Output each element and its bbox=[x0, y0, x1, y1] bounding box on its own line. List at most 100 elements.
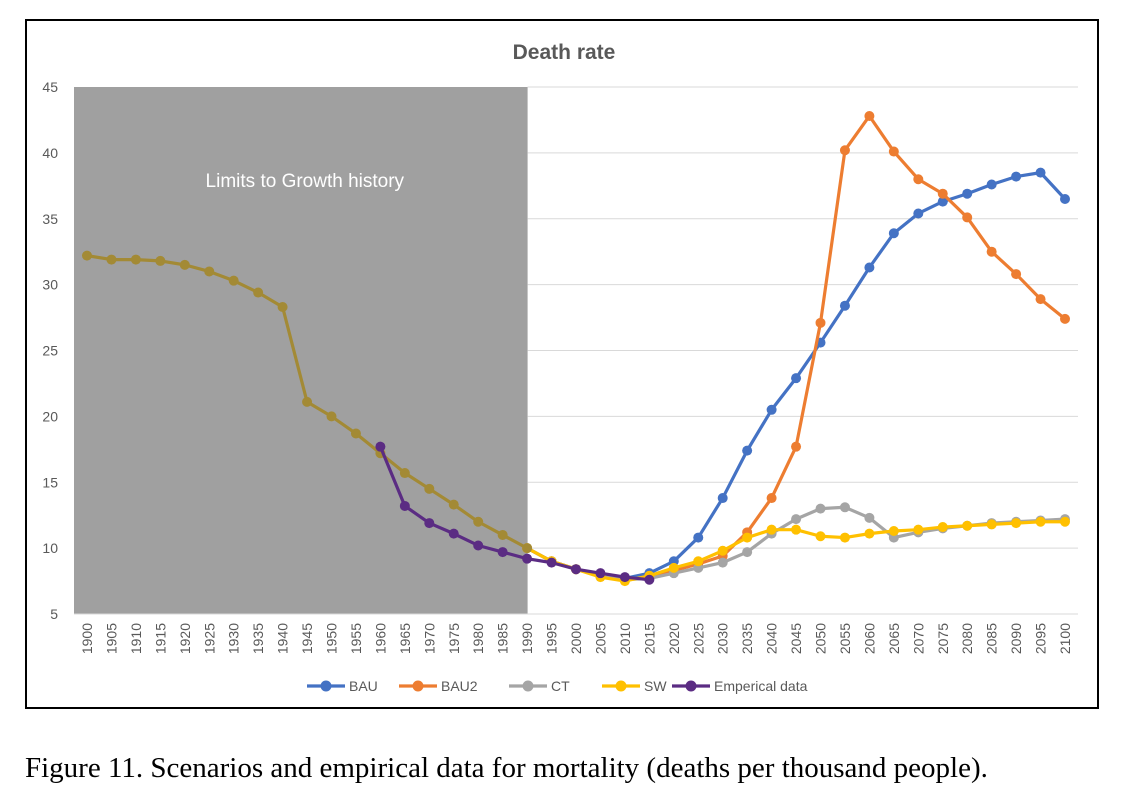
x-tick-label: 1955 bbox=[348, 623, 364, 654]
x-tick-label: 1960 bbox=[372, 623, 388, 654]
x-tick-label: 2095 bbox=[1033, 623, 1049, 654]
emperical-data-point bbox=[644, 574, 655, 585]
x-tick-label: 1970 bbox=[421, 623, 437, 654]
x-tick-label: 2090 bbox=[1008, 623, 1024, 654]
legend-swatch-marker bbox=[320, 680, 332, 692]
x-tick-label: 2040 bbox=[764, 623, 780, 654]
x-tick-label: 1900 bbox=[79, 623, 95, 654]
sw-point bbox=[1011, 518, 1022, 529]
emperical-data-point bbox=[424, 518, 435, 529]
emperical-data-point bbox=[522, 553, 533, 564]
historical-point bbox=[179, 259, 190, 270]
y-tick-label: 40 bbox=[42, 145, 58, 161]
sw-point bbox=[717, 545, 728, 556]
x-tick-label: 2045 bbox=[788, 623, 804, 654]
historical-point bbox=[155, 255, 166, 266]
sw-point bbox=[668, 562, 679, 573]
emperical-data-point bbox=[497, 547, 508, 558]
x-tick-label: 1975 bbox=[446, 623, 462, 654]
y-tick-label: 5 bbox=[50, 606, 58, 622]
bau2-point bbox=[839, 145, 850, 156]
x-tick-label: 2025 bbox=[690, 623, 706, 654]
sw-point bbox=[839, 532, 850, 543]
historical-point bbox=[350, 428, 361, 439]
bau-point bbox=[1035, 167, 1046, 178]
bau-point bbox=[791, 373, 802, 384]
x-tick-label: 2050 bbox=[813, 623, 829, 654]
historical-point bbox=[302, 396, 313, 407]
legend-label: Emperical data bbox=[714, 678, 808, 694]
emperical-data-point bbox=[619, 572, 630, 583]
y-tick-label: 30 bbox=[42, 277, 58, 293]
ct-point bbox=[815, 503, 826, 514]
x-tick-label: 2020 bbox=[666, 623, 682, 654]
bau-point bbox=[766, 404, 777, 415]
ct-point bbox=[791, 514, 802, 525]
x-tick-label: 1935 bbox=[250, 623, 266, 654]
legend-swatch-marker bbox=[685, 680, 697, 692]
bau-point bbox=[986, 179, 997, 190]
emperical-data-point bbox=[571, 564, 581, 575]
x-tick-label: 1990 bbox=[519, 623, 535, 654]
bau-point bbox=[962, 188, 973, 199]
x-tick-label: 1905 bbox=[103, 623, 119, 654]
ct-point bbox=[742, 547, 753, 558]
historical-series bbox=[82, 250, 533, 554]
historical-point bbox=[253, 287, 264, 298]
x-tick-label: 2000 bbox=[568, 623, 584, 654]
historical-point bbox=[82, 250, 92, 261]
emperical-data-point bbox=[375, 441, 386, 452]
x-tick-label: 1945 bbox=[299, 623, 315, 654]
y-tick-label: 25 bbox=[42, 343, 58, 359]
chart-frame: Death rate Limits to Growth history 5 10 1… bbox=[25, 19, 1099, 709]
x-tick-label: 1965 bbox=[397, 623, 413, 654]
emperical-data-point bbox=[473, 540, 484, 551]
y-tick-label: 15 bbox=[42, 474, 58, 490]
legend-swatch-marker bbox=[522, 680, 534, 692]
historical-point bbox=[277, 302, 288, 313]
bau2-point bbox=[1060, 313, 1070, 324]
x-tick-label: 2005 bbox=[592, 623, 608, 654]
legend-label: BAU bbox=[349, 678, 378, 694]
x-tick-label: 2060 bbox=[861, 623, 877, 654]
x-tick-label: 1915 bbox=[152, 623, 168, 654]
ct-point bbox=[839, 502, 850, 513]
emperical-data-point bbox=[595, 568, 606, 579]
y-tick-label: 20 bbox=[42, 408, 58, 424]
x-tick-label: 2085 bbox=[984, 623, 1000, 654]
bau2-point bbox=[1035, 294, 1046, 305]
x-tick-label: 1930 bbox=[226, 623, 242, 654]
y-tick-label: 35 bbox=[42, 211, 58, 227]
x-tick-label: 2080 bbox=[959, 623, 975, 654]
x-tick-label: 1940 bbox=[275, 623, 291, 654]
x-tick-label: 2100 bbox=[1057, 623, 1073, 654]
legend-label: SW bbox=[644, 678, 667, 694]
legend-item-bau2: BAU2 bbox=[399, 678, 478, 694]
x-tick-label: 2065 bbox=[886, 623, 902, 654]
figure-caption: Figure 11. Scenarios and empirical data … bbox=[25, 752, 988, 784]
bau-point bbox=[888, 228, 899, 239]
historical-point bbox=[130, 254, 141, 265]
emperical-data-point bbox=[399, 500, 410, 511]
bau-point bbox=[913, 208, 924, 219]
legend-item-bau: BAU bbox=[307, 678, 378, 694]
x-tick-label: 1980 bbox=[470, 623, 486, 654]
historical-point bbox=[497, 529, 508, 540]
bau2-point bbox=[766, 493, 777, 504]
historical-point bbox=[106, 254, 117, 265]
bau2-point bbox=[888, 146, 899, 157]
emperical-data-series bbox=[375, 441, 655, 585]
historical-point bbox=[399, 468, 410, 479]
x-tick-label: 1925 bbox=[201, 623, 217, 654]
x-tick-label: 2035 bbox=[739, 623, 755, 654]
bau-point bbox=[693, 532, 704, 543]
history-shaded-region bbox=[74, 87, 528, 614]
historical-point bbox=[473, 516, 484, 527]
bau2-point bbox=[864, 110, 875, 121]
historical-point bbox=[326, 411, 337, 422]
historical-point bbox=[204, 266, 215, 277]
x-tick-label: 2055 bbox=[837, 623, 853, 654]
x-tick-label: 1995 bbox=[544, 623, 560, 654]
bau2-point bbox=[913, 174, 924, 185]
x-tick-label: 2075 bbox=[935, 623, 951, 654]
